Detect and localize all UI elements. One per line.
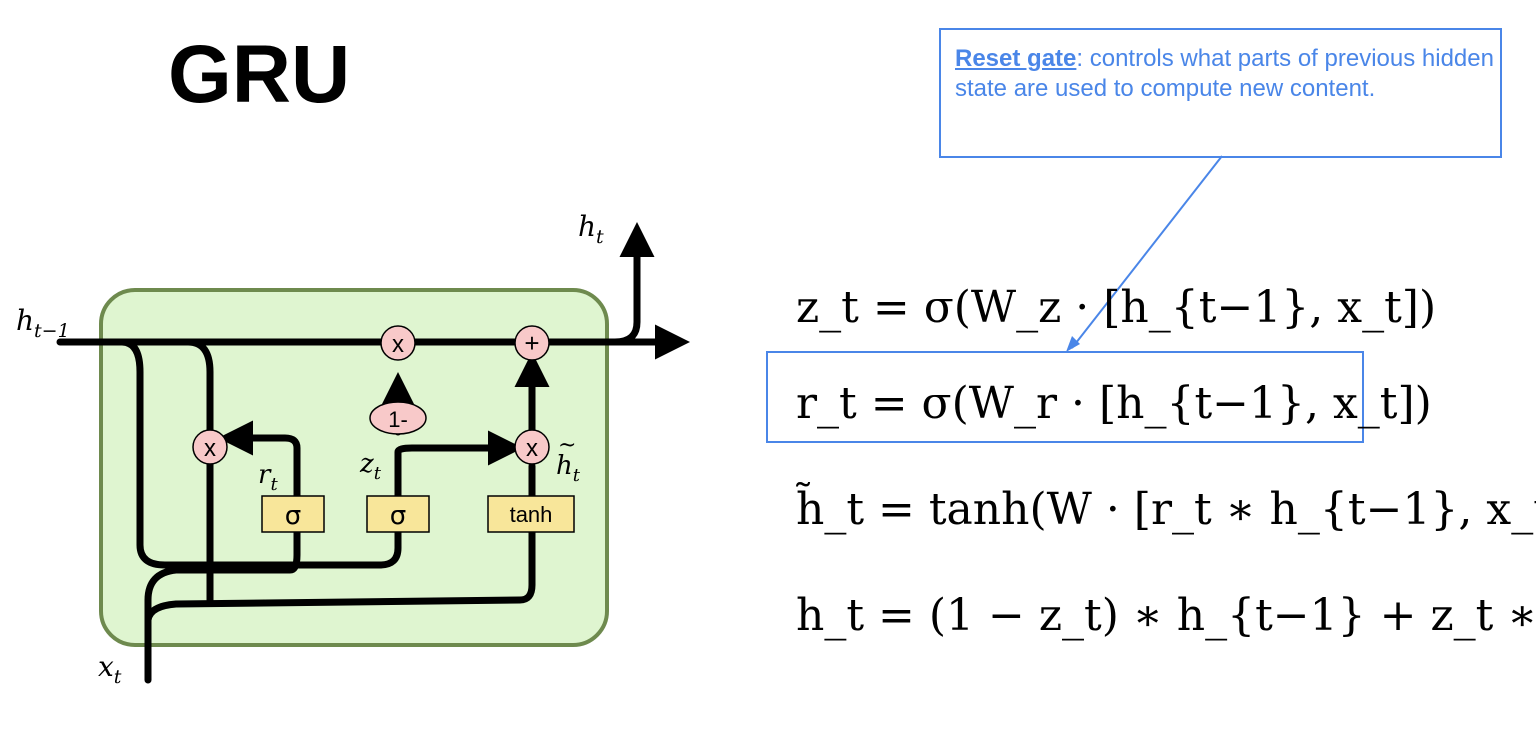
input-line [144, 514, 301, 684]
tanh-layer: tanh [487, 495, 575, 533]
z-label: zt [359, 449, 382, 484]
equation-h: h_t = (1 − z_t) ∗ h_{t−1} + z_t ∗ h̃_t [796, 586, 1536, 641]
svg-text:1-: 1- [388, 407, 408, 432]
r-label: rt [258, 460, 278, 495]
equation-z: z_t = σ(W_z · [h_{t−1}, x_t]) [796, 282, 1436, 333]
sigma-reset-layer: σ [261, 495, 325, 533]
plus-node: + [514, 325, 550, 361]
svg-text:σ: σ [285, 501, 301, 531]
h-out-label: ht [578, 210, 604, 248]
gru-cell-diagram: x + 1- x x σ σ tanh ht−1 ht xt rt zt ht … [16, 210, 690, 688]
reset-gate-callout: Reset gate: controls what parts of previ… [939, 28, 1502, 158]
x-in-label: xt [98, 650, 122, 688]
equation-r: r_t = σ(W_r · [h_{t−1}, x_t]) [796, 378, 1432, 429]
svg-text:~: ~ [558, 433, 576, 458]
output-line [611, 222, 655, 346]
mult-node-candidate: x [514, 429, 550, 465]
svg-text:x: x [526, 435, 538, 462]
callout-term: Reset gate [955, 45, 1077, 72]
htilde-label: ht [556, 451, 581, 486]
one-minus-node: 1- [369, 401, 427, 435]
mult-node-reset: x [192, 429, 228, 465]
svg-text:x: x [204, 435, 216, 462]
callout-connector [1071, 155, 1223, 349]
svg-text:σ: σ [390, 501, 406, 531]
mult-node-top: x [380, 325, 416, 361]
h-prev-label: ht−1 [16, 304, 70, 342]
svg-text:x: x [392, 331, 404, 358]
svg-text:tanh: tanh [510, 502, 553, 527]
callout-text: : controls what parts of previous hidden… [955, 45, 1494, 102]
sigma-update-layer: σ [366, 495, 430, 533]
slide-title: GRU [168, 29, 351, 120]
svg-text:+: + [524, 328, 539, 358]
equation-h-tilde: h̃_t = tanh(W · [r_t ∗ h_{t−1}, x_t]) [795, 480, 1536, 535]
cell-box [99, 288, 609, 647]
reset-equation-box [766, 351, 1364, 443]
